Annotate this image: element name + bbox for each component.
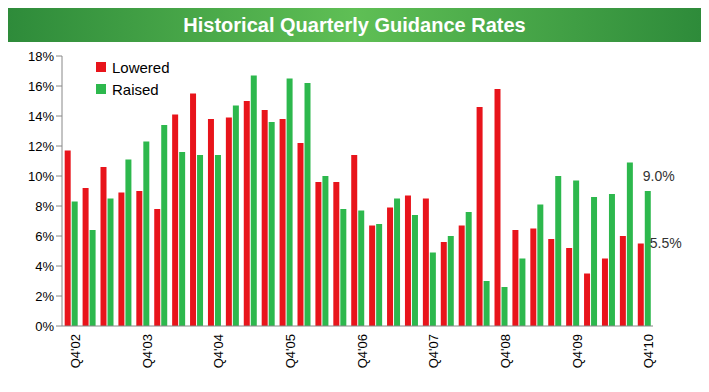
svg-text:12%: 12%: [28, 139, 54, 154]
svg-text:Q4'06: Q4'06: [355, 334, 370, 368]
svg-text:Q4'09: Q4'09: [570, 334, 585, 368]
html-text:Lowered: Lowered: [112, 58, 170, 76]
svg-text:8%: 8%: [35, 199, 54, 214]
svg-text:9.0%: 9.0%: [643, 168, 675, 184]
svg-text:5.5%: 5.5%: [650, 235, 682, 251]
html-text:Historical Quarterly Guidance: Historical Quarterly Guidance Rates: [183, 13, 526, 36]
svg-text:0%: 0%: [35, 319, 54, 334]
svg-text:Q4'04: Q4'04: [211, 334, 226, 368]
svg-text:Q4'03: Q4'03: [140, 334, 155, 368]
svg-text:2%: 2%: [35, 289, 54, 304]
html-text:Raised: Raised: [112, 80, 159, 98]
svg-text:6%: 6%: [35, 229, 54, 244]
svg-text:10%: 10%: [28, 169, 54, 184]
svg-text:Q4'02: Q4'02: [68, 334, 83, 368]
svg-text:Q4'10: Q4'10: [641, 334, 656, 368]
svg-text:Q4'05: Q4'05: [283, 334, 298, 368]
svg-text:Q4'07: Q4'07: [426, 334, 441, 368]
svg-text:18%: 18%: [28, 49, 54, 64]
svg-text:4%: 4%: [35, 259, 54, 274]
svg-text:Q4'08: Q4'08: [498, 334, 513, 368]
svg-text:14%: 14%: [28, 109, 54, 124]
svg-text:16%: 16%: [28, 79, 54, 94]
